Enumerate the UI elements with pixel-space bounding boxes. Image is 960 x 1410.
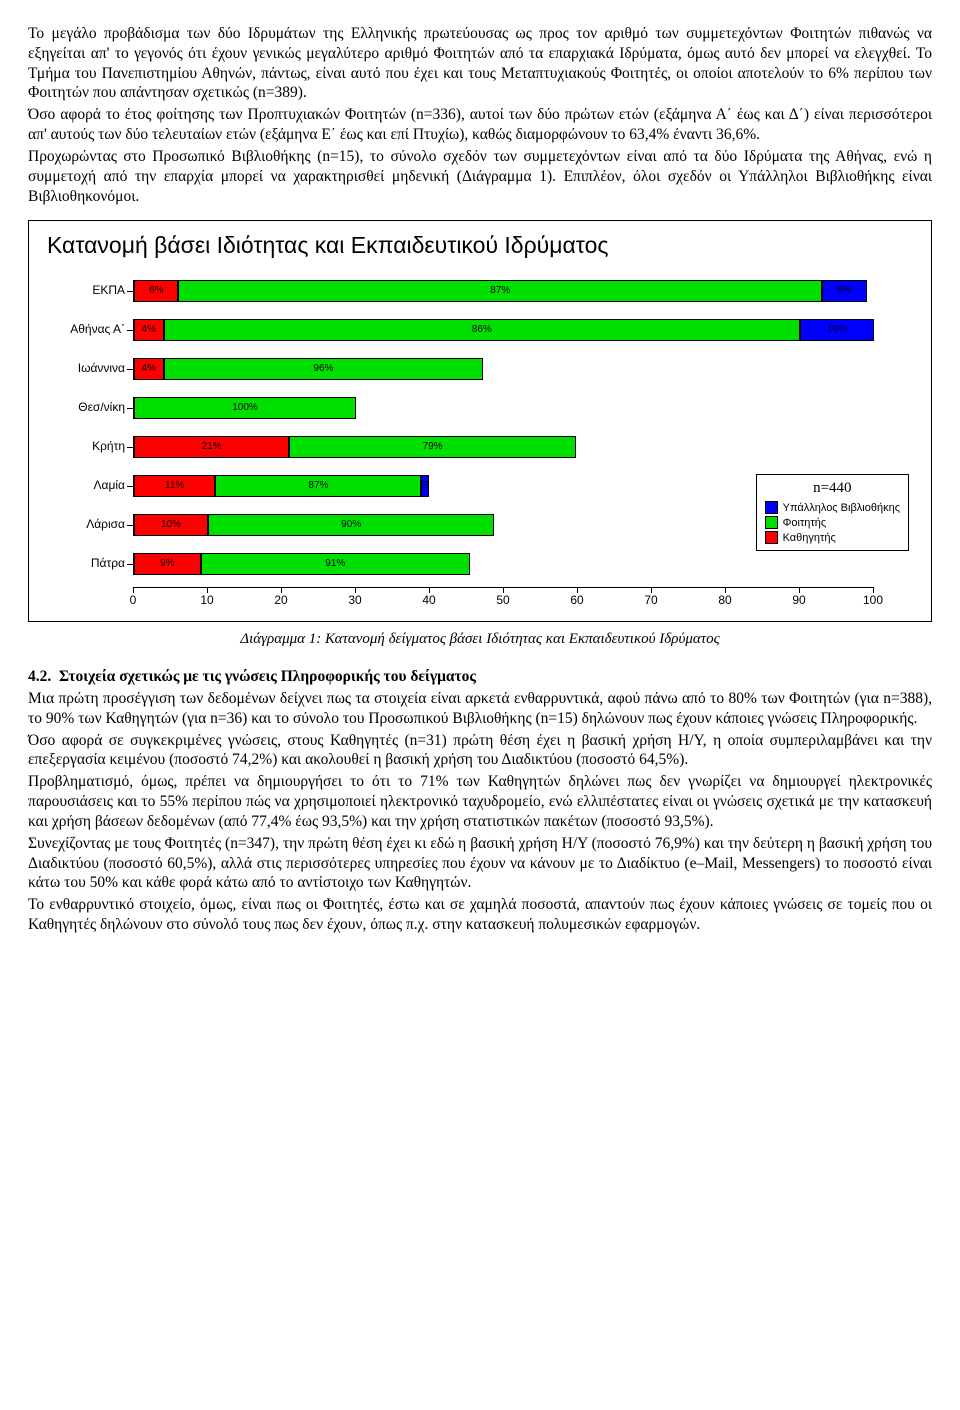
- axis-tick-label: 80: [718, 593, 731, 608]
- chart-bar-segment: 4%: [134, 319, 164, 341]
- chart-caption: Διάγραμμα 1: Κατανομή δείγματος βάσει Ιδ…: [28, 630, 932, 649]
- body-paragraphs: Μια πρώτη προσέγγιση των δεδομένων δείχν…: [28, 689, 932, 935]
- axis-tick-label: 100: [863, 593, 883, 608]
- chart-category-label: Λαμία: [41, 478, 133, 493]
- chart-bar-segment: 96%: [164, 358, 484, 380]
- axis-tick-label: 50: [496, 593, 509, 608]
- chart-bar-segment: 79%: [289, 436, 575, 458]
- chart-category-label: ΕΚΠΑ: [41, 283, 133, 298]
- legend-item: Υπάλληλος Βιβλιοθήκης: [765, 501, 900, 515]
- chart-bar-segment: 21%: [134, 436, 289, 458]
- chart-bar-segment: 87%: [178, 280, 822, 302]
- axis-tick-label: 70: [644, 593, 657, 608]
- chart-category-label: Λάρισα: [41, 517, 133, 532]
- chart-title: Κατανομή βάσει Ιδιότητας και Εκπαιδευτικ…: [47, 231, 919, 260]
- chart-row: Ιωάννινα4%96%: [41, 353, 919, 385]
- axis-tick-label: 40: [422, 593, 435, 608]
- chart-container: Κατανομή βάσει Ιδιότητας και Εκπαιδευτικ…: [28, 220, 932, 621]
- chart-row: Αθήνας Α΄4%86%10%: [41, 314, 919, 346]
- chart-bar-segment: 100%: [134, 397, 356, 419]
- chart-bar-segment: 86%: [164, 319, 800, 341]
- section-title-text: Στοιχεία σχετικώς με τις γνώσεις Πληροφο…: [59, 668, 476, 685]
- chart-row: ΕΚΠΑ6%87%6%: [41, 275, 919, 307]
- chart-row: Θεσ/νίκη100%: [41, 392, 919, 424]
- chart-category-label: Αθήνας Α΄: [41, 322, 133, 337]
- legend-label: Υπάλληλος Βιβλιοθήκης: [783, 501, 900, 515]
- chart-row: Πάτρα9%91%: [41, 548, 919, 580]
- legend-label: Φοιτητής: [783, 516, 827, 530]
- chart-row: Κρήτη21%79%: [41, 431, 919, 463]
- legend-n: n=440: [765, 479, 900, 498]
- axis-tick-label: 30: [348, 593, 361, 608]
- chart-bar-segment: 11%: [134, 475, 215, 497]
- paragraph: Μια πρώτη προσέγγιση των δεδομένων δείχν…: [28, 689, 932, 729]
- section-heading: 4.2. Στοιχεία σχετικώς με τις γνώσεις Πλ…: [28, 667, 932, 687]
- chart-xaxis: 0 10 20 30 40 50 60 70 80 90 100: [41, 587, 919, 607]
- axis-tick-label: 10: [200, 593, 213, 608]
- chart-bar-segment: 91%: [201, 553, 470, 575]
- paragraph: Το μεγάλο προβάδισμα των δύο Ιδρυμάτων τ…: [28, 24, 932, 103]
- chart-category-label: Ιωάννινα: [41, 361, 133, 376]
- chart-bar-segment: 87%: [215, 475, 421, 497]
- chart-bar-segment: 3%: [421, 475, 428, 497]
- axis-tick-label: 0: [130, 593, 137, 608]
- chart-bar-segment: 9%: [134, 553, 201, 575]
- chart-bar-segment: 10%: [800, 319, 874, 341]
- legend-label: Καθηγητής: [783, 531, 836, 545]
- section-number: 4.2.: [28, 668, 51, 685]
- legend-item: Φοιτητής: [765, 516, 900, 530]
- legend-swatch: [765, 531, 778, 544]
- axis-tick-label: 60: [570, 593, 583, 608]
- paragraph: Συνεχίζοντας με τους Φοιτητές (n=347), τ…: [28, 834, 932, 893]
- chart-category-label: Πάτρα: [41, 556, 133, 571]
- chart-category-label: Κρήτη: [41, 439, 133, 454]
- axis-tick-label: 20: [274, 593, 287, 608]
- legend-swatch: [765, 516, 778, 529]
- intro-paragraphs: Το μεγάλο προβάδισμα των δύο Ιδρυμάτων τ…: [28, 24, 932, 206]
- chart-bar-segment: 90%: [208, 514, 494, 536]
- axis-tick-label: 90: [792, 593, 805, 608]
- chart-bar-segment: 6%: [822, 280, 866, 302]
- paragraph: Προβληματισμό, όμως, πρέπει να δημιουργή…: [28, 772, 932, 831]
- chart-bar-segment: 6%: [134, 280, 178, 302]
- legend-item: Καθηγητής: [765, 531, 900, 545]
- paragraph: Όσο αφορά σε συγκεκριμένες γνώσεις, στου…: [28, 731, 932, 771]
- paragraph: Το ενθαρρυντικό στοιχείο, όμως, είναι πω…: [28, 895, 932, 935]
- legend-swatch: [765, 501, 778, 514]
- paragraph: Όσο αφορά το έτος φοίτησης των Προπτυχια…: [28, 105, 932, 145]
- chart-bar-segment: 4%: [134, 358, 164, 380]
- chart-legend: n=440 Υπάλληλος ΒιβλιοθήκηςΦοιτητήςΚαθηγη…: [756, 474, 909, 550]
- paragraph: Προχωρώντας στο Προσωπικό Βιβλιοθήκης (n…: [28, 147, 932, 206]
- chart-category-label: Θεσ/νίκη: [41, 400, 133, 415]
- chart-bar-segment: 10%: [134, 514, 208, 536]
